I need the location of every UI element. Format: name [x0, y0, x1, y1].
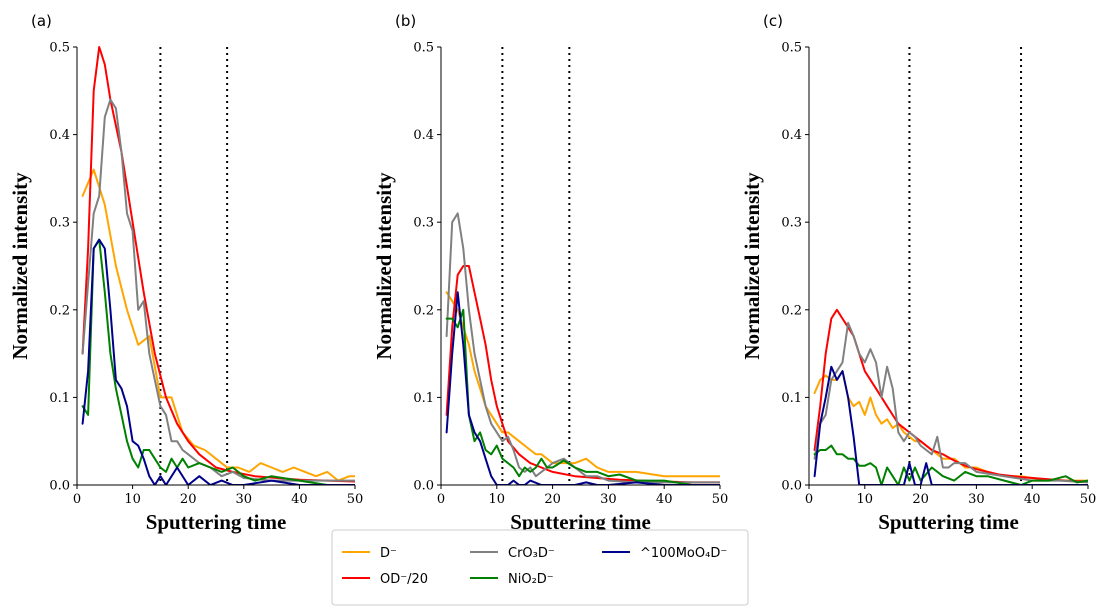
x-tick-label: 10: [124, 492, 141, 507]
series-line-2: [813, 321, 1088, 484]
x-tick-label: 40: [291, 492, 308, 507]
x-tick-label: 30: [968, 492, 985, 507]
panel-b: 0 10 20 30 40 500.00.10.20.30.40.5Sputtering …: [372, 12, 728, 534]
x-tick-label: 50: [712, 492, 729, 507]
x-tick-label: 20: [180, 492, 197, 507]
panel-c: 0 10 20 30 40 50 0.0 0.1 0.2 0.3 0.4 0.5 Sputtering …: [740, 12, 1096, 534]
series-line-1: [81, 46, 355, 483]
series-line-2: [81, 98, 355, 482]
legend-label: OD⁻/20: [380, 572, 428, 587]
series-line-4: [813, 365, 1088, 485]
series-line-4: [81, 238, 355, 485]
y-tick-label: 0.1: [413, 391, 434, 406]
x-tick-label: 40: [1024, 492, 1041, 507]
legend-frame: [331, 529, 749, 606]
y-tick-label: 0.1: [781, 391, 802, 406]
x-tick-label: 30: [600, 492, 617, 507]
y-tick-label: 0.4: [49, 128, 70, 143]
x-tick-label: 40: [656, 492, 673, 507]
series-line-3: [81, 238, 355, 485]
legend-label: ^100MoO₄D⁻: [640, 546, 727, 561]
y-tick-label: 0.4: [413, 128, 434, 143]
y-tick-label: 0.2: [413, 303, 434, 318]
series-line-4: [445, 291, 720, 485]
y-tick-label: 0.2: [781, 303, 802, 318]
x-tick-label: 0: [805, 492, 813, 507]
x-tick-label: 50: [347, 492, 364, 507]
y-axis-title: Normalized intensity: [8, 172, 32, 360]
x-tick-label: 20: [544, 492, 561, 507]
y-tick-label: 0.1: [49, 391, 70, 406]
y-tick-label: 0.2: [49, 303, 70, 318]
series-line-0: [81, 168, 355, 482]
series-line-3: [445, 308, 720, 485]
panel-label: (c): [763, 12, 783, 30]
panel-a: 0 10 20 30 40 50 0.0 0.1 0.2 0.3 0.4 0.5 Sputtering …: [8, 12, 363, 534]
y-axis-title: Normalized intensity: [740, 172, 764, 360]
y-tick-label: 0.0: [413, 479, 434, 494]
x-tick-label: 10: [489, 492, 506, 507]
series-line-1: [445, 265, 720, 484]
legend: D⁻ OD⁻/20 CrO₃D⁻ NiO₂D⁻ ^100MoO₄D⁻: [331, 529, 749, 606]
y-tick-label: 0.4: [781, 128, 802, 143]
series-line-2: [445, 212, 720, 484]
y-tick-label: 0.5: [413, 41, 434, 56]
y-tick-label: 0.5: [49, 41, 70, 56]
series-line-0: [445, 291, 720, 478]
y-tick-label: 0.0: [49, 479, 70, 494]
x-axis-title: Sputtering time: [146, 510, 287, 534]
legend-label: NiO₂D⁻: [508, 572, 554, 587]
y-axis-title: Normalized intensity: [372, 172, 396, 360]
legend-label: CrO₃D⁻: [508, 546, 555, 561]
x-tick-label: 30: [236, 492, 253, 507]
y-tick-label: 0.0: [781, 479, 802, 494]
y-tick-label: 0.3: [781, 216, 802, 231]
y-tick-label: 0.3: [413, 216, 434, 231]
x-axis-title: Sputtering time: [878, 510, 1019, 534]
x-tick-label: 0: [73, 492, 81, 507]
y-tick-label: 0.3: [49, 216, 70, 231]
legend-label: D⁻: [380, 546, 397, 561]
x-tick-label: 50: [1080, 492, 1097, 507]
series-line-3: [813, 444, 1088, 485]
x-tick-label: 0: [437, 492, 445, 507]
panel-label: (b): [395, 12, 416, 30]
panel-label: (a): [31, 12, 52, 30]
x-tick-label: 10: [857, 492, 874, 507]
y-tick-label: 0.5: [781, 41, 802, 56]
x-tick-label: 20: [912, 492, 929, 507]
